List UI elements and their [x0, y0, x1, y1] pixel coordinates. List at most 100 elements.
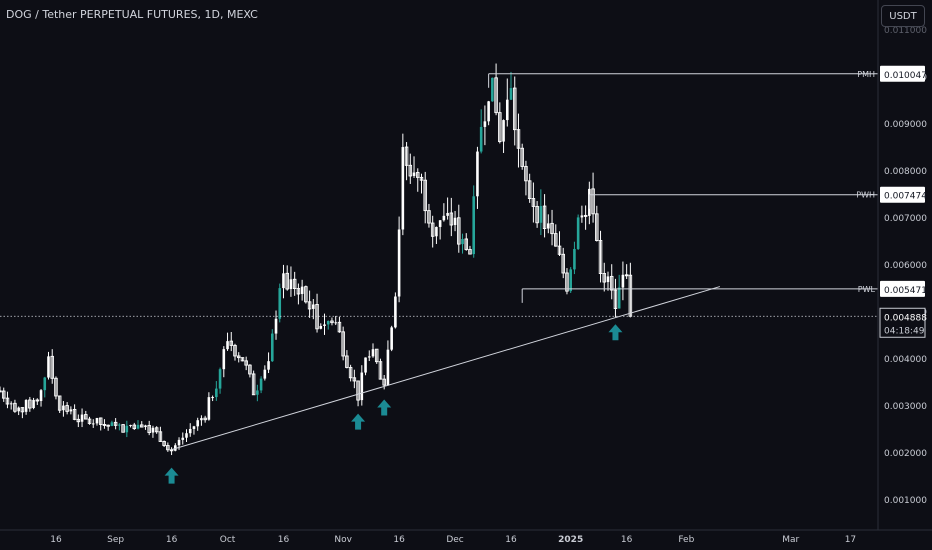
candle-body — [512, 87, 517, 131]
support-arrow-icon — [377, 399, 392, 416]
candle-body — [569, 269, 572, 292]
candle-body — [207, 397, 211, 420]
time-tick-label: 16 — [393, 535, 405, 545]
candle-body — [435, 226, 438, 237]
candle-body — [491, 77, 494, 102]
candle-body — [591, 188, 595, 215]
chart-overlays: PMH PWH PWL — [0, 70, 878, 484]
candle-body — [270, 333, 274, 362]
candle-body — [412, 172, 416, 176]
level-label-pwl: PWL — [858, 285, 876, 294]
candle-body — [449, 212, 454, 226]
time-tick-label: 16 — [505, 535, 517, 545]
last-price-value: 0.004888 — [884, 313, 927, 323]
candle-body — [561, 253, 565, 274]
candle-body — [91, 423, 95, 425]
currency-button[interactable]: USDT — [881, 5, 925, 27]
candle-body — [487, 101, 490, 122]
candle-body — [374, 348, 379, 363]
candle-body — [274, 318, 278, 334]
candle-body — [118, 424, 121, 426]
candle-body — [326, 320, 330, 325]
candle-body — [76, 418, 81, 423]
price-tick-label: 0.006000 — [884, 261, 927, 271]
candle-body — [337, 321, 342, 333]
symbol-title: DOG / Tether PERPETUAL FUTURES, 1D, MEXC — [6, 8, 258, 21]
price-tick-label: 0.001000 — [884, 496, 927, 506]
candle-body — [580, 215, 584, 218]
candle-body — [307, 301, 312, 310]
candle-body — [330, 320, 334, 324]
candle-body — [285, 272, 289, 290]
candle-body — [72, 408, 77, 420]
level-label-pmh: PMH — [857, 70, 875, 79]
candle-body — [621, 274, 625, 288]
candle-body — [203, 417, 207, 421]
candle-body — [98, 417, 103, 425]
price-scale[interactable]: 0.0110000.0100000.0090000.0080000.007000… — [877, 0, 932, 530]
candle-body — [479, 126, 483, 152]
candle-body — [226, 341, 229, 350]
candle-body — [446, 212, 449, 216]
level-price-value: 0.007474 — [884, 192, 927, 202]
candle-body — [9, 403, 13, 405]
candle-body — [211, 397, 214, 399]
price-tick-label: 0.011000 — [884, 26, 927, 36]
candle-body — [348, 367, 353, 379]
candle-body — [386, 349, 390, 386]
time-tick-label: 16 — [166, 535, 178, 545]
candle-body — [516, 129, 521, 149]
candle-body — [229, 340, 234, 346]
candle-body — [598, 240, 603, 274]
time-tick-label: 17 — [845, 535, 856, 545]
time-scale[interactable]: 16 Sep 16 Oct 16 Nov 16 Dec 16 2025 16 Feb Mar 17 — [0, 529, 932, 545]
candle-body — [282, 273, 285, 289]
candle-body — [166, 445, 170, 451]
candle-body — [498, 112, 502, 143]
candle-body — [520, 147, 524, 167]
candle-body — [256, 390, 259, 395]
candle-body — [609, 275, 614, 291]
candle-body — [215, 388, 218, 398]
time-tick-label: 2025 — [558, 535, 583, 545]
candle-body — [20, 407, 25, 413]
candle-body — [427, 210, 431, 224]
candle-body — [43, 377, 47, 391]
candle-body — [147, 424, 151, 434]
candle-body — [539, 206, 543, 223]
candle-body — [121, 424, 125, 433]
candle-body — [267, 361, 270, 370]
price-tick-label: 0.008000 — [884, 167, 927, 177]
candle-body — [125, 425, 129, 433]
candle-body — [617, 287, 621, 309]
candle-body — [158, 431, 163, 442]
candle-body — [192, 426, 196, 429]
candle-body — [289, 279, 293, 290]
candle-body — [144, 425, 147, 428]
candle-body — [174, 445, 177, 451]
candle-body — [300, 286, 304, 294]
candle-body — [378, 361, 383, 380]
candle-body — [177, 439, 181, 446]
candle-body — [162, 440, 166, 446]
candle-body — [453, 217, 457, 226]
candle-body — [531, 198, 536, 207]
candle-body — [278, 288, 282, 319]
price-tick-label: 0.002000 — [884, 449, 927, 459]
candle-body — [110, 422, 114, 427]
time-tick-label: Feb — [678, 535, 694, 545]
candle-body — [483, 121, 487, 127]
price-tick-label: 0.003000 — [884, 402, 927, 412]
candle-body — [527, 180, 532, 199]
candle-body — [5, 397, 10, 405]
level-price-value: 0.010047 — [884, 71, 927, 81]
candle-body — [550, 222, 554, 235]
candle-body — [154, 427, 159, 433]
candle-body — [233, 344, 237, 357]
candle-body — [367, 356, 371, 358]
support-trendline — [171, 286, 721, 451]
candle-body — [430, 222, 435, 237]
candle-body — [24, 400, 28, 412]
candle-body — [576, 217, 580, 249]
